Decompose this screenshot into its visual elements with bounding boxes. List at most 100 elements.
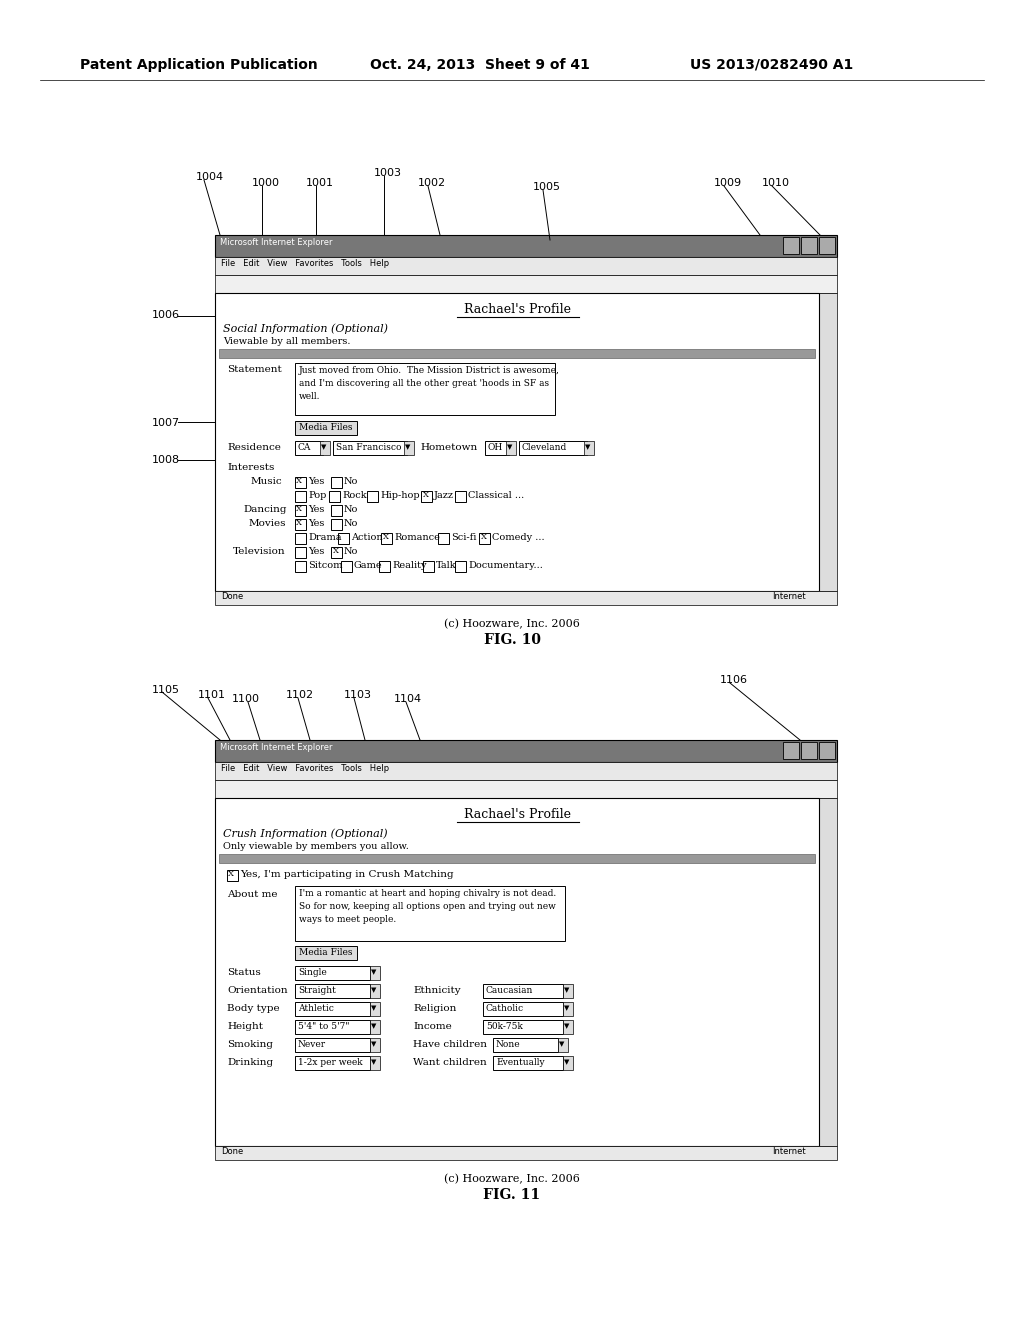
Text: 1008: 1008 [152, 455, 180, 465]
Text: Documentary...: Documentary... [468, 561, 543, 570]
Text: ▼: ▼ [564, 1023, 569, 1030]
Bar [584, 441, 594, 455]
Text: X: X [423, 491, 429, 499]
Text: Dancing: Dancing [243, 506, 287, 513]
Text: ▼: ▼ [371, 1041, 377, 1047]
Text: Jazz: Jazz [434, 491, 454, 500]
Bar [370, 966, 380, 979]
Bar [558, 1038, 568, 1052]
Bar [227, 870, 238, 880]
Bar [219, 854, 815, 863]
Text: So for now, keeping all options open and trying out new: So for now, keeping all options open and… [299, 902, 556, 911]
Bar [493, 1038, 558, 1052]
Text: Yes: Yes [308, 506, 325, 513]
Bar [801, 742, 817, 759]
Text: 1006: 1006 [152, 310, 180, 319]
Text: Smoking: Smoking [227, 1040, 273, 1049]
Text: Religion: Religion [413, 1005, 457, 1012]
Text: X: X [296, 519, 302, 527]
Bar [331, 506, 342, 516]
Text: ▼: ▼ [564, 987, 569, 993]
Text: 1101: 1101 [198, 690, 226, 700]
Bar [563, 1056, 573, 1071]
Text: Drama: Drama [308, 533, 341, 543]
Bar [370, 983, 380, 998]
Bar [215, 1146, 837, 1160]
Text: X: X [228, 870, 234, 878]
Text: Action: Action [351, 533, 383, 543]
Text: 1000: 1000 [252, 178, 280, 187]
Text: 1102: 1102 [286, 690, 314, 700]
Bar [370, 1056, 380, 1071]
Text: ▼: ▼ [321, 444, 327, 450]
Text: 1007: 1007 [152, 418, 180, 428]
Text: Done: Done [221, 1147, 244, 1156]
Text: 1003: 1003 [374, 168, 402, 178]
Text: Game: Game [354, 561, 383, 570]
Text: ▼: ▼ [371, 969, 377, 975]
Text: Height: Height [227, 1022, 263, 1031]
Bar [367, 491, 378, 502]
Text: Rock: Rock [342, 491, 367, 500]
Text: Straight: Straight [298, 986, 336, 995]
Text: X: X [383, 533, 389, 541]
Text: 1010: 1010 [762, 178, 790, 187]
Text: I'm a romantic at heart and hoping chivalry is not dead.: I'm a romantic at heart and hoping chiva… [299, 888, 556, 898]
Bar [404, 441, 414, 455]
Text: Single: Single [298, 968, 327, 977]
Bar [295, 1038, 370, 1052]
Text: 1002: 1002 [418, 178, 446, 187]
Text: CA: CA [298, 444, 311, 451]
Bar [438, 533, 449, 544]
Text: Orientation: Orientation [227, 986, 288, 995]
Text: X: X [296, 506, 302, 513]
Bar [819, 799, 837, 1146]
Text: Media Files: Media Files [299, 948, 352, 957]
Text: ▼: ▼ [406, 444, 411, 450]
Text: X: X [333, 546, 339, 554]
Bar [455, 561, 466, 572]
Text: Catholic: Catholic [486, 1005, 524, 1012]
Text: OH: OH [488, 444, 503, 451]
Text: Crush Information (Optional): Crush Information (Optional) [223, 828, 388, 838]
Text: Internet: Internet [772, 1147, 806, 1156]
Text: Television: Television [233, 546, 286, 556]
Bar [295, 546, 306, 558]
Text: ▼: ▼ [371, 1059, 377, 1065]
Text: ways to meet people.: ways to meet people. [299, 915, 396, 924]
Bar [519, 441, 587, 455]
Bar [333, 441, 407, 455]
Bar [379, 561, 390, 572]
Text: Rachael's Profile: Rachael's Profile [464, 808, 570, 821]
Text: Talk: Talk [436, 561, 457, 570]
Bar [331, 477, 342, 488]
Bar [319, 441, 330, 455]
Bar [215, 741, 837, 762]
Text: No: No [344, 546, 358, 556]
Text: 1106: 1106 [720, 675, 748, 685]
Text: Caucasian: Caucasian [486, 986, 534, 995]
Text: ▼: ▼ [564, 1005, 569, 1011]
Text: Cleveland: Cleveland [522, 444, 567, 451]
Bar [370, 1002, 380, 1016]
Bar [295, 966, 370, 979]
Text: Want children: Want children [413, 1059, 486, 1067]
Bar [295, 421, 357, 436]
Bar [455, 491, 466, 502]
Text: ▼: ▼ [371, 1023, 377, 1030]
Text: 1001: 1001 [306, 178, 334, 187]
Bar [295, 886, 565, 941]
Bar [215, 780, 837, 799]
Text: Classical ...: Classical ... [468, 491, 524, 500]
Bar [819, 742, 835, 759]
Text: Music: Music [251, 477, 283, 486]
Text: ▼: ▼ [564, 1059, 569, 1065]
Text: About me: About me [227, 890, 278, 899]
Bar [506, 441, 516, 455]
Text: ▼: ▼ [371, 987, 377, 993]
Bar [295, 983, 370, 998]
Bar [338, 533, 349, 544]
Text: Yes, I'm participating in Crush Matching: Yes, I'm participating in Crush Matching [240, 870, 454, 879]
Text: ▼: ▼ [559, 1041, 564, 1047]
Text: Social Information (Optional): Social Information (Optional) [223, 323, 388, 334]
